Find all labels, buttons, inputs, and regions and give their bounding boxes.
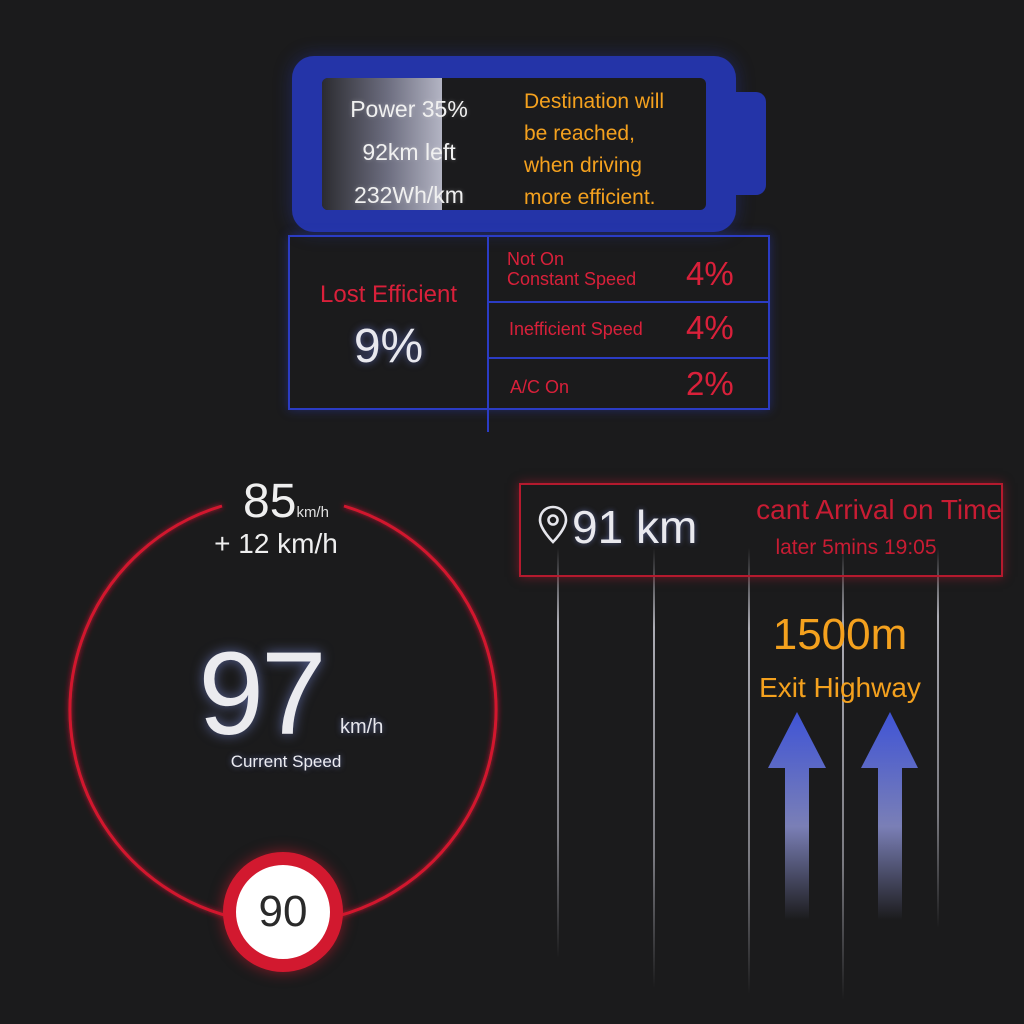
battery-terminal [736, 92, 766, 195]
efficiency-item-ac: A/C On [510, 377, 569, 397]
battery-display: Power 35% 92km left 232Wh/km Destination… [322, 78, 706, 210]
current-speed-unit: km/h [340, 716, 384, 738]
target-speed-unit: km/h [296, 504, 329, 521]
current-speed-label: Current Speed [230, 752, 342, 771]
efficiency-row-divider [489, 301, 770, 303]
lane-line [842, 548, 844, 1000]
speed-limit-value: 90 [258, 887, 308, 936]
efficiency-row-divider [489, 357, 770, 359]
efficiency-panel: Lost Efficient 9% Not On Constant Speed … [288, 235, 770, 432]
efficiency-title: Lost Efficient [320, 281, 457, 308]
advice-line: more efficient. [524, 186, 656, 209]
lane-line [937, 548, 939, 928]
navigation-panel [519, 483, 1003, 577]
efficiency-item-constant-speed: Not On Constant Speed [507, 249, 636, 289]
battery-power: Power 35% [350, 96, 468, 122]
speed-delta: + 12 km/h [214, 528, 338, 559]
efficiency-item-inefficient-speed: Inefficient Speed [509, 319, 643, 339]
efficiency-item-label: Constant Speed [507, 269, 637, 289]
lane-line [748, 548, 750, 994]
target-speed-value: 85 [243, 475, 297, 528]
battery-stats: Power 35% 92km left 232Wh/km [322, 88, 496, 210]
battery-consumption: 232Wh/km [354, 182, 464, 208]
battery-range: 92km left [362, 139, 456, 165]
efficiency-item-label: Not On [507, 249, 565, 269]
current-speed-value: 97 [198, 628, 326, 760]
arrow-up-icon [861, 712, 918, 920]
efficiency-item-value: 4% [686, 255, 734, 292]
advice-line: when driving [524, 154, 642, 177]
arrow-up-icon [768, 712, 826, 920]
lane-line [653, 548, 655, 988]
arrival-eta: later 5mins 19:05 [775, 536, 937, 559]
speed-limit-sign: 90 [223, 852, 343, 972]
lane-arrows [768, 712, 918, 920]
advice-line: Destination will [524, 90, 665, 113]
efficiency-item-value: 4% [686, 309, 734, 346]
remaining-distance: 91 km [572, 501, 698, 553]
location-pin-icon [538, 505, 568, 544]
advice-line: be reached, [524, 122, 635, 145]
maneuver-instruction: Exit Highway [759, 672, 921, 703]
efficiency-item-label: Inefficient Speed [509, 319, 643, 339]
maneuver-distance: 1500m [772, 610, 908, 659]
efficiency-item-label: A/C On [510, 377, 570, 397]
battery-advice-message: Destination will be reached, when drivin… [524, 86, 704, 210]
efficiency-divider [487, 237, 489, 432]
lane-line [557, 548, 559, 958]
target-speed: 85km/h [196, 474, 376, 529]
arrival-status: cant Arrival on Time [756, 494, 1002, 525]
efficiency-total: 9% [353, 320, 424, 373]
efficiency-item-value: 2% [686, 365, 734, 402]
battery-charge-fill [322, 78, 442, 210]
